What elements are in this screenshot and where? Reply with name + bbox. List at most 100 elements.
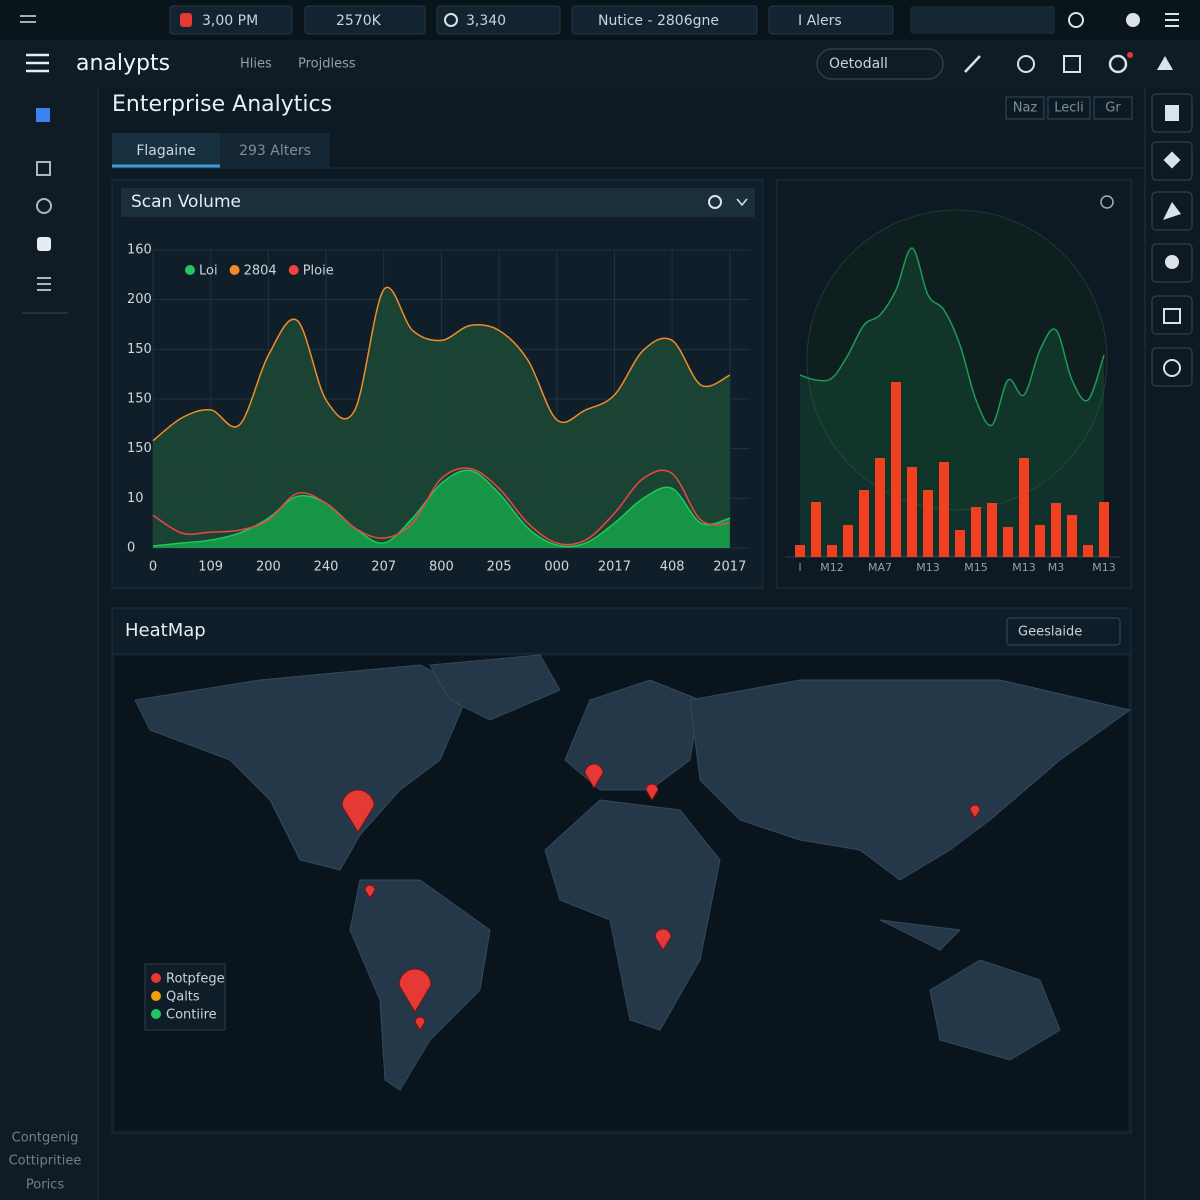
hamburger[interactable]: [26, 53, 49, 73]
menu-icon[interactable]: [1165, 13, 1179, 27]
search-icon[interactable]: [708, 195, 722, 209]
nav-bar: [0, 40, 1200, 88]
icon[interactable]: [1100, 195, 1114, 209]
bar: [811, 502, 821, 557]
alerts-box[interactable]: [768, 5, 894, 35]
bar: [1099, 502, 1109, 557]
x-tick-label: 205: [487, 560, 512, 575]
icon: [180, 13, 192, 27]
select-label: Oetodall: [829, 56, 888, 72]
x-tick-label: 0: [149, 560, 157, 575]
action-label: Gr: [1105, 101, 1121, 116]
sidebar-link[interactable]: Cottipritiee: [9, 1154, 82, 1169]
tool-button[interactable]: [1151, 191, 1193, 231]
search-box[interactable]: [910, 6, 1055, 34]
tool-icon: [1165, 105, 1179, 121]
map-pin[interactable]: [654, 928, 672, 951]
legend-swatch: [288, 265, 299, 275]
icon: [444, 13, 458, 27]
bar: [843, 525, 853, 557]
y-tick-label: 10: [127, 491, 144, 506]
map-pin[interactable]: [414, 1016, 426, 1031]
nav-link[interactable]: Projdless: [298, 57, 356, 72]
y-tick-label: 200: [127, 292, 152, 307]
panel-title: Scan Volume: [131, 192, 241, 212]
series-line: [152, 469, 731, 548]
tab-active[interactable]: [112, 133, 220, 167]
x-tick-label: 207: [371, 560, 396, 575]
series-area: [153, 470, 730, 548]
notice: Nutice - 2806gne: [598, 13, 719, 29]
tool-button[interactable]: [1151, 295, 1193, 335]
icon[interactable]: [1017, 55, 1035, 73]
nav-icon[interactable]: [37, 277, 51, 291]
legend-swatch: [151, 1009, 161, 1019]
tool-icon: [1165, 255, 1179, 269]
x-tick-label: 240: [314, 560, 339, 575]
map-pin[interactable]: [584, 763, 604, 789]
sidebar: [0, 88, 98, 1200]
brand: analypts: [76, 51, 170, 76]
legend-swatch: [151, 973, 161, 983]
map-pin[interactable]: [645, 783, 659, 801]
select[interactable]: [1006, 617, 1121, 646]
tab-label: Flagaine: [136, 143, 195, 159]
bar: [907, 467, 917, 557]
x-tick-label: MA7: [868, 561, 892, 574]
action-button[interactable]: [1005, 96, 1045, 120]
series-line: [152, 467, 730, 546]
sidebar-link[interactable]: Contgenig: [12, 1131, 79, 1146]
tool-icon: [1163, 308, 1181, 324]
nav-icon[interactable]: [36, 108, 50, 122]
icon[interactable]: [1157, 56, 1173, 70]
legend-label: Qalts: [166, 990, 200, 1005]
tool-button[interactable]: [1151, 93, 1193, 133]
metric-box[interactable]: [436, 5, 561, 35]
nav-link[interactable]: Hlies: [240, 57, 272, 72]
tool-icon: [1163, 359, 1181, 377]
icon[interactable]: [1108, 54, 1128, 74]
legend-label: Ploie: [303, 264, 334, 279]
icon[interactable]: [1068, 12, 1084, 28]
heatmap-title: HeatMap: [125, 620, 206, 641]
nav-icon[interactable]: [36, 161, 51, 176]
bar: [987, 503, 997, 557]
map-pin[interactable]: [341, 789, 375, 833]
icon[interactable]: [1126, 13, 1140, 27]
y-tick-label: 150: [127, 441, 152, 456]
x-tick-label: M12: [820, 561, 844, 574]
bar: [1083, 545, 1093, 557]
icon[interactable]: [1063, 55, 1081, 73]
tab[interactable]: [220, 133, 330, 167]
menu-icon[interactable]: [20, 15, 36, 23]
action-button[interactable]: [1093, 96, 1133, 120]
legend-label: Contiire: [166, 1008, 217, 1023]
legend-swatch: [151, 991, 161, 1001]
trend-line: [799, 247, 1105, 427]
nav-icon[interactable]: [37, 237, 51, 251]
bar: [1019, 458, 1029, 557]
chevron[interactable]: [736, 198, 748, 207]
nav-icon[interactable]: [36, 198, 52, 214]
continent: [879, 919, 962, 951]
x-tick-label: M13: [1012, 561, 1036, 574]
tool-button[interactable]: [1151, 347, 1193, 387]
tool-button[interactable]: [1151, 243, 1193, 283]
select[interactable]: [816, 48, 944, 80]
time-box[interactable]: [169, 5, 293, 35]
tool-button[interactable]: [1151, 141, 1193, 181]
notice-box[interactable]: [571, 5, 758, 35]
map-pin[interactable]: [969, 804, 981, 819]
tool-icon: [1163, 202, 1181, 220]
x-tick-label: 2017: [713, 560, 746, 575]
sidebar-link[interactable]: Porics: [26, 1178, 64, 1193]
page-title: Enterprise Analytics: [112, 92, 332, 117]
map-pin[interactable]: [398, 968, 432, 1013]
metric-box[interactable]: [304, 5, 426, 35]
icon[interactable]: [964, 55, 981, 73]
continent: [689, 679, 1132, 881]
map-pin[interactable]: [364, 884, 376, 899]
action-button[interactable]: [1047, 96, 1091, 120]
x-tick-label: 000: [544, 560, 569, 575]
radar-backdrop: [806, 209, 1108, 511]
